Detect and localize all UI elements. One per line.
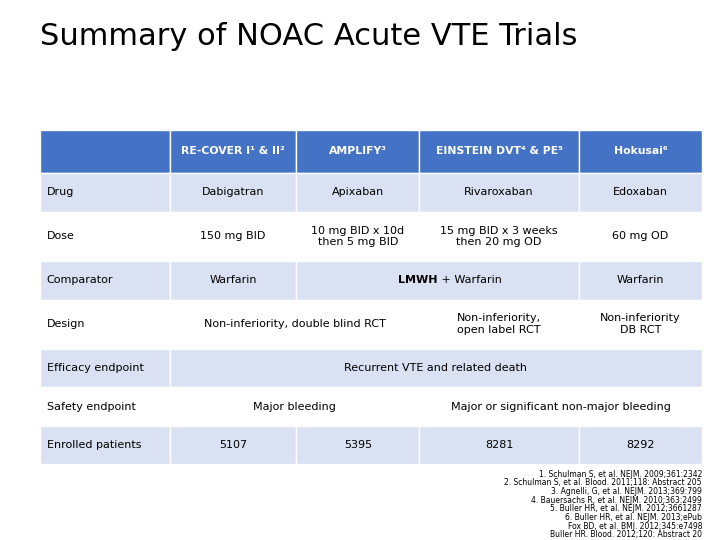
Text: 1. Schulman S, et al. NEJM. 2009;361:2342: 1. Schulman S, et al. NEJM. 2009;361:234… [539, 470, 702, 479]
Text: 10 mg BID x 10d
then 5 mg BID: 10 mg BID x 10d then 5 mg BID [311, 226, 405, 247]
Bar [40, 300, 170, 349]
Text: Safety endpoint: Safety endpoint [47, 402, 135, 411]
Text: Warfarin: Warfarin [617, 275, 665, 285]
Bar [419, 300, 579, 349]
Bar [170, 349, 702, 388]
Bar [40, 261, 170, 300]
Bar [170, 426, 297, 464]
Bar [40, 130, 170, 173]
Text: Dabigatran: Dabigatran [202, 187, 264, 197]
Bar [170, 130, 297, 173]
Bar [297, 426, 419, 464]
Text: Major or significant non-major bleeding: Major or significant non-major bleeding [451, 402, 670, 411]
Text: Rivaroxaban: Rivaroxaban [464, 187, 534, 197]
Text: 2. Schulman S, et al. Blood. 2011;118: Abstract 205: 2. Schulman S, et al. Blood. 2011;118: A… [505, 478, 702, 488]
Bar [170, 300, 419, 349]
Text: 5. Buller HR, et al. NEJM. 2012;3661287: 5. Buller HR, et al. NEJM. 2012;3661287 [550, 504, 702, 514]
Bar [40, 173, 170, 212]
Text: Design: Design [47, 319, 85, 329]
Bar [297, 130, 419, 173]
Bar [579, 130, 702, 173]
Bar [40, 426, 170, 464]
Text: Buller HR. Blood. 2012;120: Abstract 20: Buller HR. Blood. 2012;120: Abstract 20 [550, 530, 702, 539]
Text: Non-inferiority
DB RCT: Non-inferiority DB RCT [600, 313, 681, 335]
Text: Hokusai⁶: Hokusai⁶ [613, 146, 667, 157]
Text: Drug: Drug [47, 187, 74, 197]
Text: 60 mg OD: 60 mg OD [613, 231, 669, 241]
Text: 3. Agnelli, G, et al. NEJM. 2013;369:799: 3. Agnelli, G, et al. NEJM. 2013;369:799 [551, 487, 702, 496]
Bar [297, 173, 419, 212]
Text: Summary of NOAC Acute VTE Trials: Summary of NOAC Acute VTE Trials [40, 22, 577, 51]
Text: Recurrent VTE and related death: Recurrent VTE and related death [344, 363, 528, 373]
Text: 8292: 8292 [626, 440, 655, 450]
Bar [40, 212, 170, 261]
Bar [170, 261, 297, 300]
Bar [40, 388, 170, 426]
Text: EINSTEIN DVT⁴ & PE⁵: EINSTEIN DVT⁴ & PE⁵ [436, 146, 563, 157]
Text: Fox BD, et al. BMJ. 2012;345:e7498: Fox BD, et al. BMJ. 2012;345:e7498 [567, 522, 702, 531]
Text: 4. Bauersachs R, et al. NEJM. 2010;363:2499: 4. Bauersachs R, et al. NEJM. 2010;363:2… [531, 496, 702, 505]
Bar [579, 300, 702, 349]
Text: Edoxaban: Edoxaban [613, 187, 668, 197]
Text: 150 mg BID: 150 mg BID [200, 231, 266, 241]
Text: Enrolled patients: Enrolled patients [47, 440, 141, 450]
Text: + Warfarin: + Warfarin [438, 275, 502, 285]
Bar [579, 261, 702, 300]
Text: 5107: 5107 [219, 440, 247, 450]
Bar [419, 212, 579, 261]
Bar [579, 173, 702, 212]
Bar [579, 426, 702, 464]
Bar [297, 261, 579, 300]
Bar [419, 173, 579, 212]
Bar [419, 426, 579, 464]
Bar [170, 212, 297, 261]
Text: Warfarin: Warfarin [210, 275, 257, 285]
Text: LMWH: LMWH [398, 275, 438, 285]
Bar [40, 349, 170, 388]
Text: 6. Buller HR, et al. NEJM. 2013;ePub: 6. Buller HR, et al. NEJM. 2013;ePub [565, 513, 702, 522]
Bar [297, 212, 419, 261]
Text: Dose: Dose [47, 231, 75, 241]
Bar [419, 388, 702, 426]
Text: 8281: 8281 [485, 440, 513, 450]
Text: Non-inferiority, double blind RCT: Non-inferiority, double blind RCT [204, 319, 385, 329]
Text: Comparator: Comparator [47, 275, 113, 285]
Bar [170, 173, 297, 212]
Bar [419, 130, 579, 173]
Bar [170, 388, 419, 426]
Text: Apixaban: Apixaban [332, 187, 384, 197]
Text: 15 mg BID x 3 weeks
then 20 mg OD: 15 mg BID x 3 weeks then 20 mg OD [441, 226, 558, 247]
Text: AMPLIFY³: AMPLIFY³ [329, 146, 387, 157]
Text: Major bleeding: Major bleeding [253, 402, 336, 411]
Text: RE-COVER I¹ & II²: RE-COVER I¹ & II² [181, 146, 285, 157]
Text: Non-inferiority,
open label RCT: Non-inferiority, open label RCT [457, 313, 541, 335]
Text: 5395: 5395 [343, 440, 372, 450]
Text: Efficacy endpoint: Efficacy endpoint [47, 363, 144, 373]
Bar [579, 212, 702, 261]
